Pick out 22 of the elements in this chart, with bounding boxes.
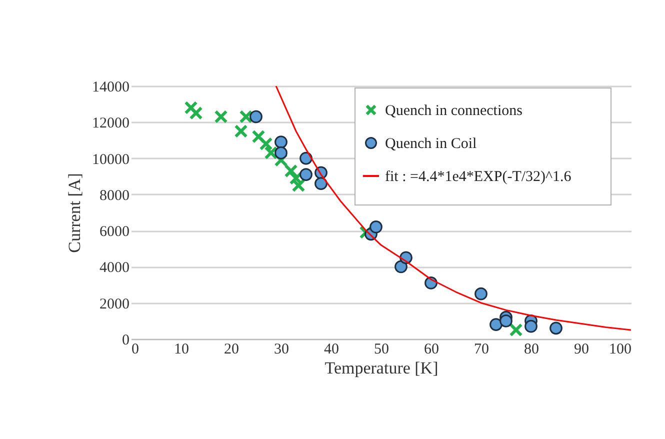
y-tick-label: 8000 <box>100 188 130 204</box>
x-tick-label: 60 <box>424 342 439 358</box>
x-tick-label: 80 <box>524 342 539 358</box>
x-tick-label: 100 <box>609 342 632 358</box>
x-tick-label: 90 <box>574 342 589 358</box>
x-tick-label: 50 <box>374 342 389 358</box>
y-tick-label: 6000 <box>100 224 130 240</box>
x-tick-label: 20 <box>224 342 239 358</box>
y-tick-label: 14000 <box>92 80 130 96</box>
x-tick-label: 10 <box>174 342 189 358</box>
y-tick-label: 12000 <box>92 116 130 132</box>
legend-label: fit : =4.4*1e4*EXP(-T/32)^1.6 <box>385 169 572 185</box>
y-tick-label: 10000 <box>92 152 130 168</box>
x-tick-label: 70 <box>474 342 489 358</box>
x-tick-label: 40 <box>324 342 339 358</box>
y-tick-label: 2000 <box>100 296 130 312</box>
x-tick-label: 30 <box>274 342 289 358</box>
x-axis-title: Temperature [K] <box>324 358 438 378</box>
y-axis-title: Current [A] <box>65 173 84 253</box>
legend-label: Quench in connections <box>385 103 523 119</box>
y-tick-label: 4000 <box>100 260 130 276</box>
legend-label: Quench in Coil <box>385 136 477 152</box>
